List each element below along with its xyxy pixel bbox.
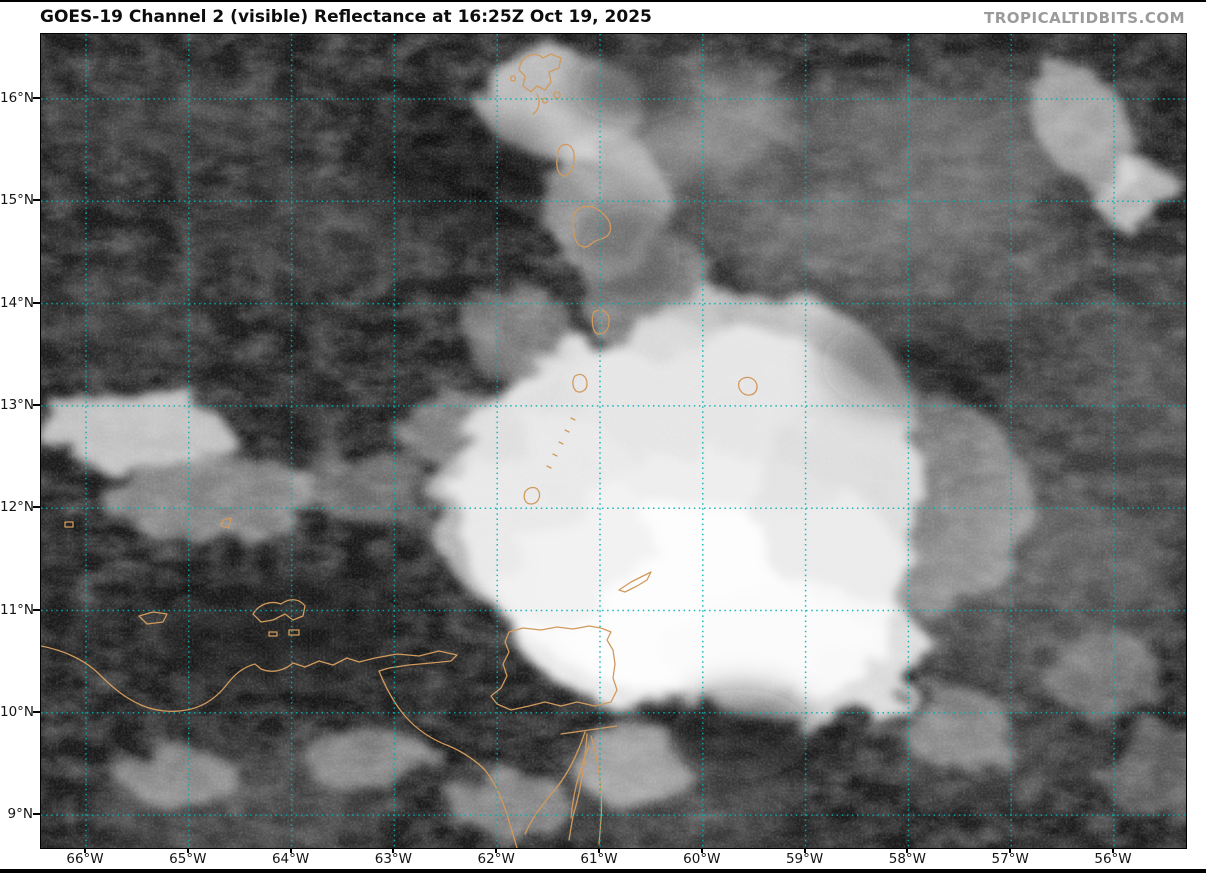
coastline-trinidad — [490, 625, 618, 711]
lon-tick-label: 62°W — [477, 851, 515, 867]
lat-tick — [33, 608, 40, 611]
lon-tick — [186, 848, 189, 853]
grid-layer — [41, 34, 1186, 848]
lon-tick-label: 57°W — [991, 851, 1029, 867]
lon-tick — [1009, 848, 1012, 853]
lat-tick-label: 15°N — [0, 192, 35, 209]
coastline-margarita — [252, 599, 306, 637]
lon-tick-label: 58°W — [888, 851, 927, 867]
lat-tick — [33, 199, 40, 202]
lon-tick-label: 60°W — [683, 851, 721, 867]
lon-tick — [1112, 848, 1114, 853]
coastline-st-vincent — [572, 373, 588, 393]
lon-tick — [289, 848, 292, 853]
lat-tick — [33, 506, 40, 509]
lat-tick-label: 13°N — [0, 396, 35, 413]
lon-tick — [84, 848, 86, 853]
lon-tick-label: 65°W — [169, 851, 207, 867]
lat-tick-label: 14°N — [0, 294, 35, 311]
top-border-line — [0, 0, 1206, 2]
lon-tick — [803, 848, 806, 853]
lat-tick-label: 16°N — [0, 90, 35, 106]
lon-tick-label: 56°W — [1094, 851, 1132, 867]
coastlines-layer — [41, 53, 758, 848]
lon-tick-label: 63°W — [374, 851, 413, 867]
lat-tick-label: 11°N — [0, 601, 35, 618]
bottom-border-bar — [0, 869, 1206, 873]
map-area — [40, 33, 1187, 849]
coastline-barbados — [737, 376, 758, 396]
lat-tick — [33, 403, 40, 406]
coastline-dominica — [556, 143, 575, 177]
lon-tick — [906, 848, 909, 853]
coastline-orinoco-delta — [524, 725, 618, 845]
lon-tick-label: 59°W — [785, 851, 824, 867]
coastline-venezuela — [41, 645, 518, 848]
lon-tick — [598, 848, 600, 853]
lat-tick — [33, 301, 40, 304]
header: GOES-19 Channel 2 (visible) Reflectance … — [0, 2, 1206, 33]
lon-tick-label: 66°W — [66, 851, 104, 867]
lat-tick-label: 9°N — [7, 806, 33, 823]
lon-tick-label: 61°W — [580, 851, 618, 867]
coastline-st-lucia — [591, 309, 610, 335]
lon-tick-label: 64°W — [271, 851, 310, 867]
coastline-grenada — [523, 486, 541, 505]
coastline-tobago — [618, 571, 652, 593]
coastline-guadeloupe — [509, 53, 562, 115]
image-title: GOES-19 Channel 2 (visible) Reflectance … — [40, 7, 652, 27]
lat-tick — [33, 813, 40, 816]
coastline-grenadines — [546, 417, 576, 469]
coastline-blanquilla — [64, 517, 232, 529]
lat-tick — [33, 97, 40, 99]
lat-tick-label: 12°N — [0, 499, 35, 516]
lon-tick — [392, 848, 395, 853]
lon-tick — [700, 848, 703, 853]
satellite-image — [41, 34, 1186, 848]
lat-tick — [33, 710, 40, 713]
lon-tick — [495, 848, 498, 853]
lat-tick-label: 10°N — [0, 703, 35, 720]
coastline-tortuga — [138, 611, 168, 625]
site-watermark: TROPICALTIDBITS.COM — [984, 9, 1185, 27]
